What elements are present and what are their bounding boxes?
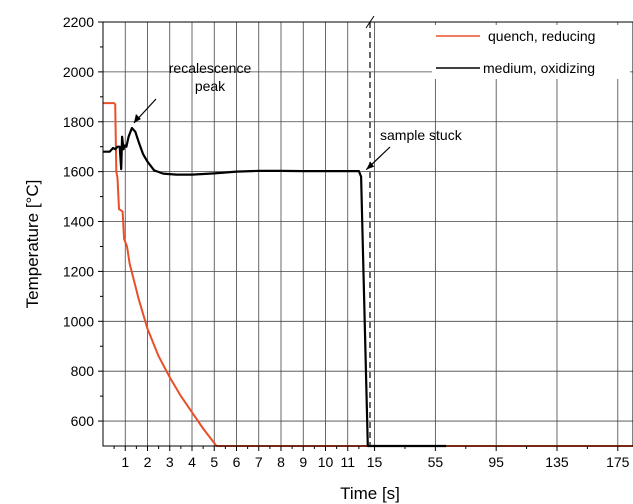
annotation-line: recalescence	[169, 60, 252, 76]
plot-frame	[102, 21, 633, 447]
x-tick-label: 135	[545, 454, 569, 470]
x-tick-label: 15	[367, 454, 383, 470]
series-line-1	[103, 126, 446, 448]
x-tick-label: 95	[488, 454, 504, 470]
axis-break-mark	[365, 15, 375, 29]
y-axis-title: Temperature [°C]	[23, 180, 42, 309]
y-tick-label: 1000	[63, 313, 94, 329]
y-tick-label: 1600	[63, 164, 94, 180]
ticks	[98, 21, 619, 451]
annotation-recalescence: recalescence peak	[169, 60, 252, 94]
y-tick-label: 800	[71, 363, 95, 379]
x-tick-label: 4	[188, 454, 196, 470]
x-tick-label: 9	[299, 454, 307, 470]
x-tick-label: 175	[606, 454, 630, 470]
y-tick-labels: 600 800 1000 1200 1400 1600 1800 2000 2200	[63, 14, 94, 429]
annotations: recalescence peak sample stuck	[133, 60, 463, 171]
x-axis-title: Time [s]	[340, 484, 400, 503]
x-tick-labels: 1 2 3 4 5 6 7 8 9 10 11 15 55 95 135 175	[121, 454, 629, 470]
x-tick-label: 1	[121, 454, 129, 470]
y-tick-label: 1200	[63, 263, 94, 279]
x-tick-label: 8	[277, 454, 285, 470]
annotation-line: peak	[195, 78, 226, 94]
y-tick-label: 1800	[63, 114, 94, 130]
annotation-arrowhead	[133, 114, 141, 123]
x-tick-label: 10	[318, 454, 334, 470]
y-tick-label: 2000	[63, 64, 94, 80]
y-tick-label: 2200	[63, 14, 94, 30]
x-tick-label: 55	[428, 454, 444, 470]
y-tick-label: 600	[71, 413, 95, 429]
x-tick-label: 11	[340, 454, 355, 470]
annotation-arrowhead	[366, 161, 375, 170]
annotation-sample-stuck: sample stuck	[380, 127, 463, 143]
legend-label-medium: medium, oxidizing	[483, 60, 595, 76]
legend: quench, reducing medium, oxidizing	[432, 25, 630, 79]
legend-box	[432, 25, 630, 79]
x-tick-label: 5	[210, 454, 218, 470]
x-tick-label: 7	[255, 454, 263, 470]
x-tick-label: 3	[166, 454, 174, 470]
y-tick-label: 1400	[63, 214, 94, 230]
x-tick-label: 2	[144, 454, 152, 470]
x-tick-label: 6	[233, 454, 241, 470]
legend-label-quench: quench, reducing	[488, 28, 595, 44]
